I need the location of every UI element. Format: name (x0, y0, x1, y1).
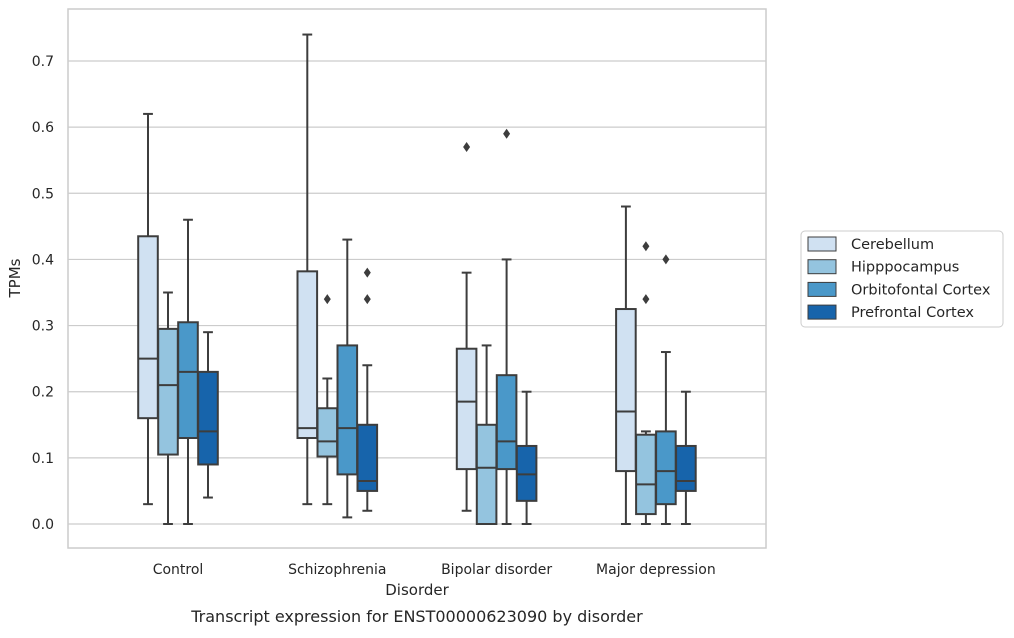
x-tick-label: Control (153, 562, 204, 578)
legend-label: Orbitofontal Cortex (851, 282, 991, 298)
x-tick-label: Bipolar disorder (441, 562, 552, 578)
y-tick-label: 0.3 (32, 319, 54, 335)
legend-label: Cerebellum (851, 237, 934, 253)
box-4-1 (615, 205, 637, 525)
y-tick-label: 0.4 (32, 252, 54, 268)
legend-swatch (807, 281, 837, 297)
box-1-1 (137, 112, 159, 506)
x-axis-label: Disorder (385, 581, 449, 599)
box-4-4 (675, 390, 697, 525)
x-tick-label: Schizophrenia (288, 562, 386, 578)
box-4-2 (635, 241, 657, 525)
outlier-point (642, 294, 650, 305)
y-tick-label: 0.6 (32, 120, 54, 136)
y-tick-labels: 0.0 0.1 0.2 0.3 0.4 0.5 0.6 0.7 (32, 54, 54, 533)
box-3-2 (475, 344, 498, 525)
y-tick-label: 0.7 (32, 54, 54, 70)
box-iqr (137, 235, 159, 420)
box-iqr (157, 327, 179, 456)
box-3-4 (515, 390, 538, 525)
legend: Cerebellum Hipppocampus Orbitofontal Corte… (800, 230, 1004, 328)
y-tick-label: 0.0 (32, 517, 54, 533)
y-axis-label: TPMs (6, 258, 24, 298)
outlier-point (503, 128, 511, 139)
outlier-point (323, 294, 331, 305)
x-tick-label: Major depression (596, 562, 716, 578)
box-iqr (475, 423, 498, 525)
outlier-point (363, 267, 371, 278)
box-1-4 (197, 331, 219, 499)
legend-swatch (807, 236, 837, 252)
legend-swatch (807, 259, 837, 275)
box-iqr (455, 347, 478, 471)
plot-frame (67, 8, 767, 549)
box-1-2 (157, 291, 179, 525)
legend-label: Prefrontal Cortex (851, 305, 974, 321)
box-2-3 (336, 238, 359, 519)
box-2-1 (296, 33, 319, 506)
box-iqr (336, 344, 359, 476)
y-tick-label: 0.5 (32, 186, 54, 202)
box-2-4 (356, 267, 379, 512)
box-3-3 (495, 128, 518, 525)
legend-frame (800, 230, 1004, 328)
outlier-point (662, 254, 670, 265)
legend-swatch (807, 304, 837, 320)
box-iqr (615, 308, 637, 473)
box-iqr (495, 374, 518, 471)
y-tick-label: 0.2 (32, 385, 54, 401)
box-iqr (356, 423, 379, 492)
box-1-3 (177, 218, 199, 525)
legend-label: Hipppocampus (851, 260, 959, 276)
x-tick-labels: Control Schizophrenia Bipolar disorder Majo… (153, 562, 716, 578)
box-iqr (296, 270, 319, 440)
box-iqr (675, 444, 697, 492)
box-iqr (635, 433, 657, 516)
outlier-point (463, 141, 471, 152)
outlier-point (642, 241, 650, 252)
box-4-3 (655, 254, 677, 525)
box-iqr (177, 321, 199, 440)
legend-items: Cerebellum Hipppocampus Orbitofontal Corte… (807, 236, 991, 321)
box-3-1 (455, 141, 478, 512)
box-layer (137, 33, 697, 525)
box-iqr (197, 370, 219, 466)
y-tick-label: 0.1 (32, 451, 54, 467)
box-iqr (316, 407, 339, 458)
box-iqr (655, 430, 677, 506)
outlier-point (363, 294, 371, 305)
chart-caption: Transcript expression for ENST0000062309… (190, 607, 643, 626)
